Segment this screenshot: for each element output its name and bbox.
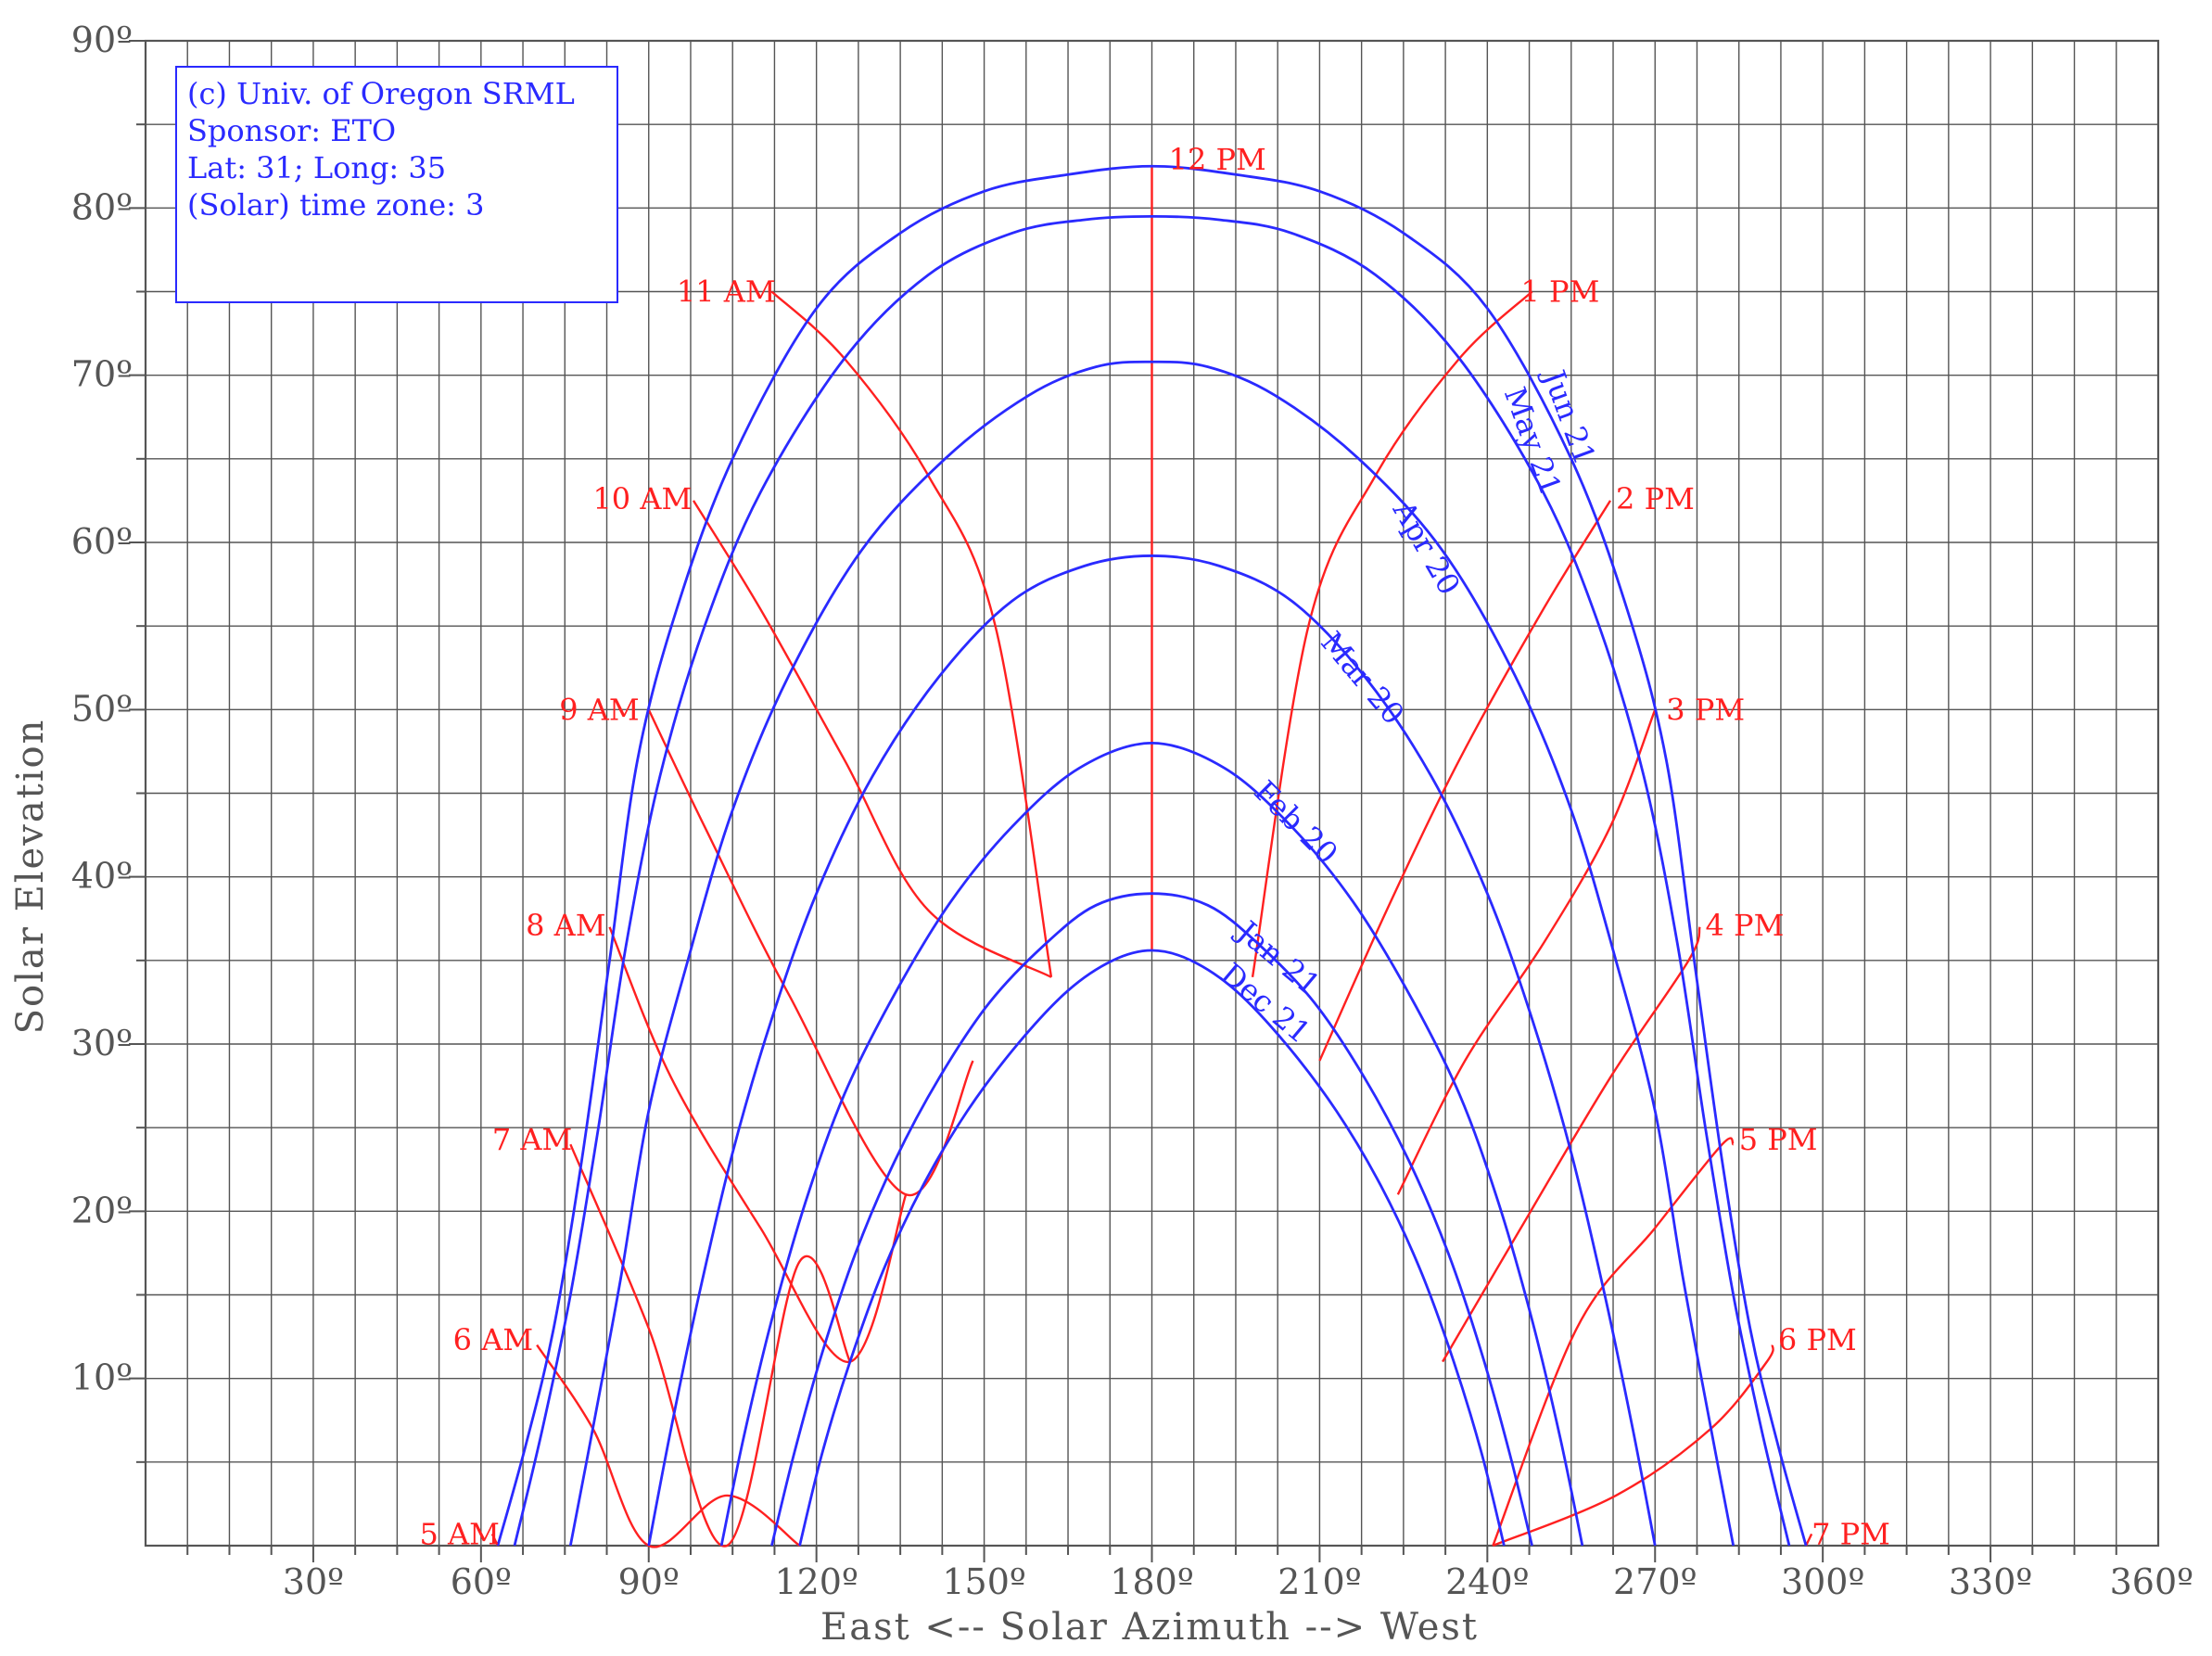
hour-line-10-am [692, 500, 1052, 978]
x-tick-label: 360º [2110, 1561, 2193, 1602]
hour-line-8-am [608, 926, 908, 1363]
y-tick-label: 20º [71, 1190, 133, 1230]
hour-label-3-pm: 3 PM [1666, 692, 1745, 727]
date-line-mar-20 [647, 554, 1657, 1547]
hour-line-2-pm [1318, 500, 1612, 1062]
date-line-feb-20 [719, 741, 1584, 1547]
x-tick-label: 60º [451, 1561, 512, 1602]
x-tick-label: 210º [1278, 1561, 1361, 1602]
info-line-timezone: (Solar) time zone: 3 [187, 187, 484, 223]
y-tick-label: 80º [71, 186, 133, 227]
hour-label-2-pm: 2 PM [1616, 481, 1695, 516]
info-box-border [175, 66, 618, 303]
x-tick-label: 300º [1781, 1561, 1864, 1602]
hour-label-8-am: 8 AM [526, 908, 605, 943]
hour-label-4-pm: 4 PM [1706, 908, 1785, 943]
x-tick-label: 30º [283, 1561, 344, 1602]
hour-line-7-am [569, 1143, 851, 1548]
hour-line-5-pm [1492, 1137, 1735, 1547]
date-line-apr-20 [568, 360, 1735, 1547]
y-tick-label: 60º [71, 521, 133, 562]
info-line-location: Lat: 31; Long: 35 [187, 150, 446, 185]
x-tick-label: 270º [1613, 1561, 1697, 1602]
x-tick-label: 180º [1110, 1561, 1193, 1602]
date-line-jun-21 [496, 164, 1808, 1547]
x-tick-label: 90º [618, 1561, 680, 1602]
hour-label-7-pm: 7 PM [1812, 1516, 1890, 1551]
info-box: (c) Univ. of Oregon SRML Sponsor: ETO La… [175, 66, 618, 303]
y-tick-label: 50º [71, 688, 133, 729]
info-line-copyright: (c) Univ. of Oregon SRML [187, 76, 575, 111]
hour-line-4-pm [1442, 926, 1701, 1363]
y-tick-label: 40º [71, 856, 133, 897]
x-tick-label: 240º [1445, 1561, 1529, 1602]
date-line-jan-21 [770, 892, 1533, 1547]
y-axis-title: Solar Elevation [9, 719, 52, 1035]
axis-ticks: 30º 60º 90º 120º 150º 180º 210º 240º 270º 300º 330… [71, 19, 2193, 1602]
hour-label-6-pm: 6 PM [1778, 1322, 1857, 1357]
date-line-may-21 [513, 214, 1791, 1547]
x-axis-title: East <-- Solar Azimuth --> West [820, 1606, 1479, 1649]
hour-label-9-am: 9 AM [559, 692, 639, 727]
hour-label-11-am: 11 AM [677, 274, 776, 310]
hour-label-7-am: 7 AM [492, 1122, 572, 1157]
date-line-dec-21 [798, 949, 1506, 1547]
x-tick-label: 120º [774, 1561, 858, 1602]
hour-label-5-pm: 5 PM [1739, 1122, 1818, 1157]
hour-labels: 5 AM 6 AM 7 AM 8 AM 9 AM 10 AM 11 AM 12 PM 1 PM 2… [419, 142, 1889, 1551]
hour-label-5-am: 5 AM [419, 1516, 499, 1551]
hour-label-12-pm: 12 PM [1169, 142, 1266, 177]
hour-line-6-pm [1492, 1344, 1774, 1548]
x-tick-label: 150º [942, 1561, 1025, 1602]
y-tick-label: 10º [71, 1357, 133, 1398]
hour-label-6-am: 6 AM [453, 1322, 533, 1357]
y-tick-label: 90º [71, 19, 133, 60]
hour-line-9-am [647, 708, 974, 1197]
hour-line-3-pm [1396, 708, 1657, 1195]
hour-label-1-pm: 1 PM [1521, 274, 1600, 310]
x-tick-label: 330º [1949, 1561, 2032, 1602]
info-line-sponsor: Sponsor: ETO [187, 113, 396, 148]
date-lines [496, 164, 1808, 1547]
y-tick-label: 30º [71, 1023, 133, 1064]
hour-label-10-am: 10 AM [592, 481, 692, 516]
hour-line-5-am [490, 1533, 500, 1547]
y-tick-label: 70º [71, 354, 133, 395]
hour-line-7-pm [1804, 1533, 1813, 1547]
